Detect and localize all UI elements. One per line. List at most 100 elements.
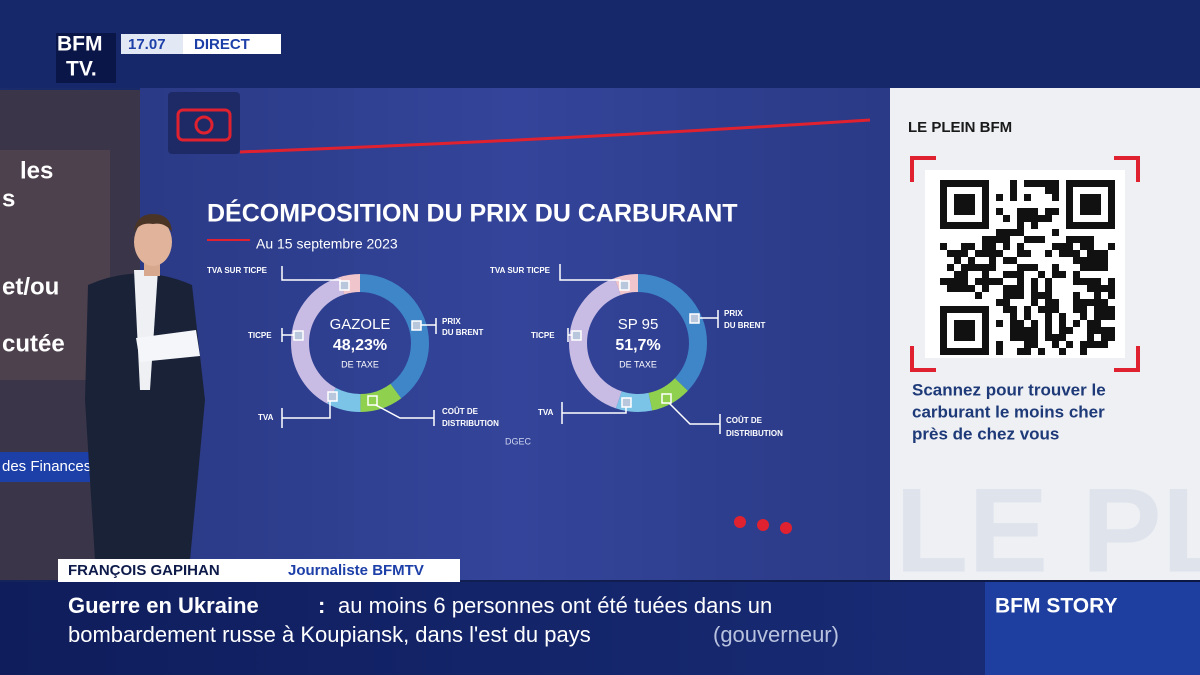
qr-module — [982, 285, 989, 292]
qr-module — [1108, 285, 1115, 292]
qr-module — [1087, 278, 1094, 285]
callout-line — [281, 400, 331, 428]
qr-module — [968, 243, 975, 250]
qr-module — [1073, 278, 1080, 285]
camera-icon — [194, 115, 214, 135]
qr-module — [1094, 292, 1101, 299]
qr-module — [1094, 278, 1101, 285]
qr-module — [1031, 320, 1038, 327]
qr-module — [1038, 292, 1045, 299]
hair — [134, 214, 172, 232]
qr-module — [1094, 341, 1101, 348]
qr-module — [954, 285, 961, 292]
qr-module — [1010, 180, 1017, 187]
qr-module — [1017, 292, 1024, 299]
qr-module — [989, 236, 996, 243]
qr-module — [1017, 334, 1024, 341]
callout-marker — [619, 280, 630, 291]
ticker-text: bombardement russe à Koupiansk, dans l'e… — [68, 622, 591, 647]
qr-module — [1052, 243, 1059, 250]
qr-module — [1031, 327, 1038, 334]
qr-module — [1094, 299, 1101, 306]
qr-module — [989, 264, 996, 271]
qr-module — [1045, 320, 1052, 327]
qr-module — [1101, 341, 1108, 348]
qr-module — [982, 243, 989, 250]
qr-module — [975, 250, 982, 257]
callout-label: TVA — [258, 413, 274, 422]
panel-caption: carburant le moins cher — [912, 402, 1105, 421]
qr-module — [1017, 243, 1024, 250]
donut: GAZOLE 48,23% DE TAXE — [291, 274, 429, 412]
qr-module — [1024, 194, 1031, 201]
panel-watermark: LE PL — [895, 464, 1200, 598]
qr-module — [989, 250, 996, 257]
qr-module — [968, 285, 975, 292]
qr-module — [1073, 236, 1080, 243]
qr-module — [1101, 334, 1108, 341]
qr-module — [1052, 208, 1059, 215]
qr-module — [1052, 229, 1059, 236]
qr-module — [1101, 264, 1108, 271]
qr-module — [1024, 250, 1031, 257]
qr-module — [1045, 299, 1052, 306]
qr-module — [1080, 348, 1087, 355]
main-screen — [140, 88, 890, 580]
qr-module — [1038, 306, 1045, 313]
callout-line — [665, 399, 721, 434]
qr-module — [1017, 348, 1024, 355]
callout-line — [420, 318, 437, 334]
qr-module — [1003, 229, 1010, 236]
logo-box — [56, 33, 116, 83]
qr-module — [954, 278, 961, 285]
qr-module — [1024, 334, 1031, 341]
qr-module — [1045, 187, 1052, 194]
name-bar — [58, 559, 460, 582]
callout-label: DISTRIBUTION — [442, 419, 499, 428]
donut-segment — [291, 274, 429, 412]
qr-module — [1003, 243, 1010, 250]
qr-module — [1059, 320, 1066, 327]
qr-frame — [910, 156, 1140, 372]
qr-module — [1003, 236, 1010, 243]
qr-module — [1003, 285, 1010, 292]
qr-module — [1052, 187, 1059, 194]
page-dot — [734, 516, 746, 528]
page-dot — [757, 519, 769, 531]
qr-module — [1010, 320, 1017, 327]
screen-banner — [0, 452, 104, 482]
qr-module — [954, 257, 961, 264]
qr-module — [989, 257, 996, 264]
qr-module — [1031, 222, 1038, 229]
donut-tax-label: DE TAXE — [619, 359, 657, 369]
qr-module — [1087, 250, 1094, 257]
qr-module — [1024, 215, 1031, 222]
callouts: TVA SUR TICPE TICPE TVA PRIX DU BRENT CO… — [490, 264, 783, 438]
qr-module — [1017, 208, 1024, 215]
qr-module — [1080, 306, 1087, 313]
qr-module — [1094, 313, 1101, 320]
qr-module — [1024, 236, 1031, 243]
donut-segment — [291, 274, 429, 412]
qr-module — [1094, 285, 1101, 292]
qr-module — [1073, 292, 1080, 299]
qr-module — [1010, 327, 1017, 334]
qr-module — [1010, 271, 1017, 278]
qr-module — [1108, 278, 1115, 285]
qr-module — [1094, 320, 1101, 327]
qr-module — [1017, 215, 1024, 222]
qr-module — [989, 243, 996, 250]
qr-module — [1024, 348, 1031, 355]
qr-module — [1031, 341, 1038, 348]
qr-module — [1031, 264, 1038, 271]
qr-module — [1031, 215, 1038, 222]
qr-module — [947, 264, 954, 271]
donut-segment — [569, 274, 707, 412]
qr-module — [1087, 341, 1094, 348]
qr-module — [1059, 250, 1066, 257]
qr-module — [996, 250, 1003, 257]
qr-module — [975, 292, 982, 299]
qr-module — [1010, 285, 1017, 292]
qr-module — [982, 236, 989, 243]
